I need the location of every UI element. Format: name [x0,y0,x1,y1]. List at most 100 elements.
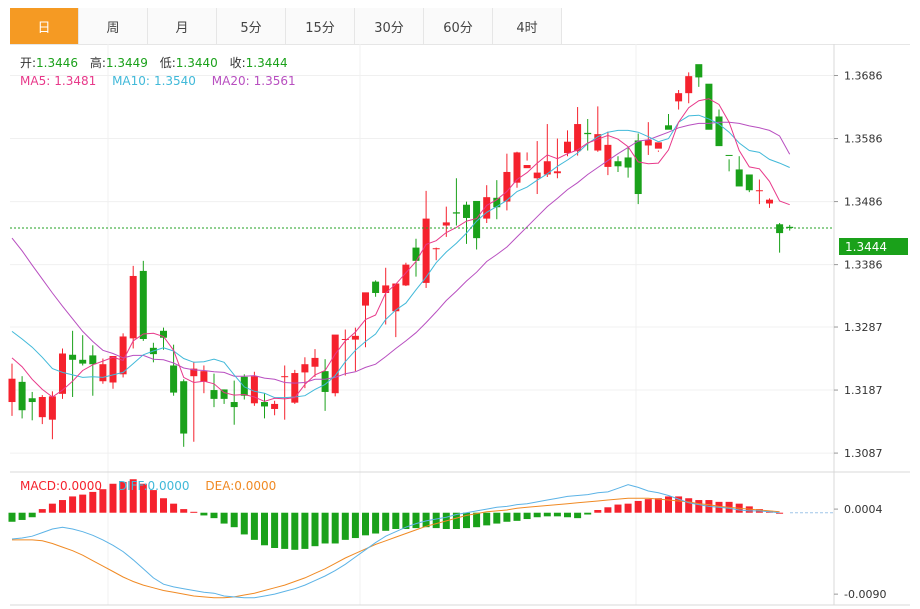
candle-body [564,141,571,154]
candle-body [695,64,703,78]
candle-body [69,354,77,360]
candle-body [624,157,632,168]
macd-info: MACD:0.0000 DIFF:0.0000 DEA:0.0000 [20,479,276,493]
candle-body [442,222,450,226]
macd-bar [321,512,329,544]
candle-body [685,76,693,94]
macd-bar [564,512,571,518]
macd-bar [533,512,541,518]
candle-body [392,283,400,312]
macd-bar [109,483,117,513]
candle-body [432,248,440,250]
macd-bar [119,481,127,513]
candle-body [341,338,349,340]
candle-body [463,204,470,218]
macd-bar [79,494,87,513]
candle-body [786,226,794,229]
candle-body [594,134,602,151]
tab-week[interactable]: 周 [79,8,148,44]
high-label: 高: [90,55,106,70]
candle-body [220,389,228,399]
dea-line [12,497,780,599]
candle-body [543,161,551,175]
dea-label: DEA: [205,479,234,493]
candle-body [89,355,97,365]
candle-body [553,171,561,174]
candle-body [271,403,279,409]
candle-body [483,197,491,219]
high-value: 1.3449 [106,56,148,70]
candle-body [574,124,582,152]
macd-bar [8,512,16,522]
macd-bar [422,512,430,528]
y-tick-label: 1.3586 [844,133,883,146]
candle-body [8,378,16,403]
macd-bar [261,512,268,546]
macd-bar [553,512,561,517]
candle-body [200,371,208,382]
macd-bar [281,512,289,549]
tab-5min[interactable]: 5分 [217,8,286,44]
candle-body [644,139,652,146]
y-tick-label: 1.3087 [844,447,883,460]
macd-bar [695,500,703,513]
candle-body [18,381,26,411]
candle-body [745,174,753,191]
candle-body [261,402,268,407]
candle-body [634,140,642,195]
open-label: 开: [20,56,36,70]
macd-bar [170,503,178,513]
macd-bar [604,507,612,513]
diff-line [11,484,780,599]
macd-bar [210,512,218,519]
macd-bar [190,511,198,513]
macd-bar [160,498,167,513]
candle-body [250,376,258,404]
candle-body [139,270,147,339]
macd-bar [493,512,501,524]
macd-bar [362,512,369,536]
macd-bar [271,512,279,548]
tab-4hour[interactable]: 4时 [493,8,562,44]
macd-bar [483,512,491,526]
candle-body [755,190,763,192]
candle-body [180,381,188,434]
candle-body [654,142,662,149]
macd-bar [59,500,66,513]
ma10-value: 1.3540 [154,74,196,88]
macd-bar [473,512,481,528]
macd-bar [301,512,309,549]
candle-body [766,199,773,204]
macd-bar [412,512,420,529]
macd-bar [543,512,551,517]
macd-bar [584,512,592,515]
macd-bar [69,496,77,513]
close-label: 收: [230,56,246,70]
ma5-value: 1.3481 [54,74,96,88]
period-tabs: 日 周 月 5分 15分 30分 60分 4时 [10,8,910,45]
candle-body [311,357,319,367]
macd-bar [644,499,652,513]
candle-body [129,275,137,339]
macd-bar [513,512,521,521]
candle-body [160,330,167,338]
candle-body [473,200,481,239]
candle-body [291,373,299,403]
macd-bar [776,512,784,514]
macd-bar [291,512,299,550]
macd-bar [220,512,228,524]
tab-15min[interactable]: 15分 [286,8,355,44]
macd-bar [523,512,531,520]
ohlc-info: 开:1.3446 高:1.3449 低:1.3440 收:1.3444 [20,55,288,70]
tab-day[interactable]: 日 [10,8,79,44]
candle-body [59,353,66,394]
y-tick-label: 1.3686 [844,70,883,83]
tab-month[interactable]: 月 [148,8,217,44]
candle-body [412,247,420,261]
tab-60min[interactable]: 60分 [424,8,493,44]
macd-bar [402,512,410,529]
candle-body [190,368,198,377]
macd-bar [634,500,642,513]
tab-30min[interactable]: 30分 [355,8,424,44]
macd-bar [230,512,238,528]
